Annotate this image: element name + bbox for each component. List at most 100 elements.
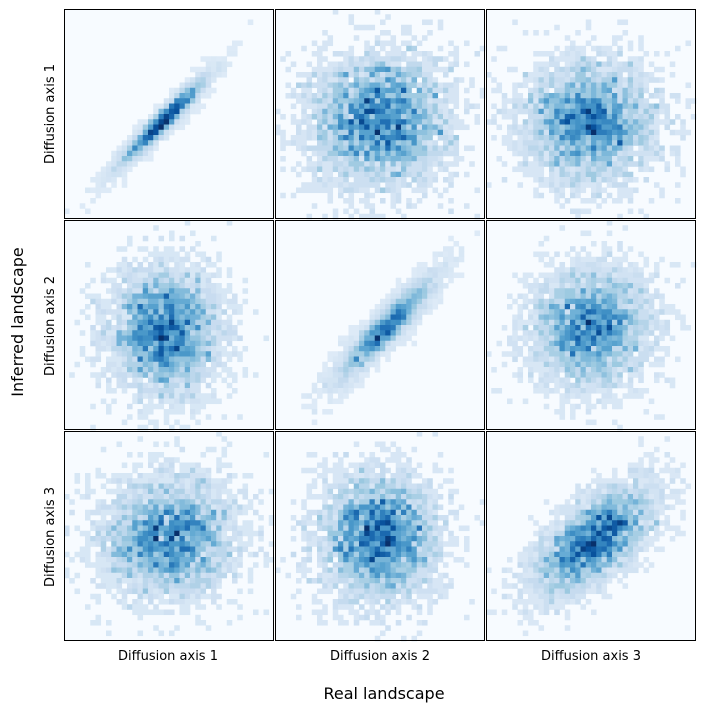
histogram-bin xyxy=(416,314,423,321)
histogram-bin xyxy=(570,45,576,52)
histogram-bin xyxy=(528,377,534,384)
histogram-bin xyxy=(106,277,112,284)
histogram-bin xyxy=(654,414,660,420)
histogram-bin xyxy=(359,382,365,389)
histogram-bin xyxy=(263,551,270,558)
histogram-bin xyxy=(179,361,186,368)
histogram-bin xyxy=(364,536,370,542)
histogram-bin xyxy=(296,171,302,178)
histogram-bin xyxy=(380,499,386,505)
histogram-bin xyxy=(538,82,545,89)
histogram-bin xyxy=(359,129,365,136)
histogram-bin xyxy=(416,277,423,284)
histogram-bin xyxy=(443,272,449,279)
histogram-bin xyxy=(422,98,428,104)
histogram-bin xyxy=(575,309,581,315)
histogram-bin xyxy=(137,414,144,420)
histogram-bin xyxy=(95,319,102,326)
histogram-bin xyxy=(501,108,508,115)
histogram-bin xyxy=(348,166,355,173)
histogram-bin xyxy=(559,72,566,78)
histogram-bin xyxy=(132,150,138,157)
histogram-bin xyxy=(211,335,217,342)
histogram-bin xyxy=(564,166,571,173)
histogram-bin xyxy=(190,367,196,373)
histogram-bin xyxy=(601,98,608,104)
histogram-bin xyxy=(174,562,180,568)
histogram-bin xyxy=(190,541,196,547)
histogram-bin xyxy=(432,536,439,542)
histogram-bin xyxy=(549,351,555,357)
histogram-bin xyxy=(158,593,165,600)
histogram-bin xyxy=(453,45,460,52)
histogram-bin xyxy=(596,388,602,394)
histogram-bin xyxy=(132,541,138,547)
histogram-bin xyxy=(142,356,149,363)
histogram-bin xyxy=(564,325,571,331)
histogram-bin xyxy=(648,325,655,331)
histogram-bin xyxy=(633,103,639,110)
histogram-bin xyxy=(184,93,191,99)
histogram-bin xyxy=(184,346,191,352)
histogram-bin xyxy=(195,288,201,294)
histogram-bin xyxy=(507,340,513,347)
histogram-bin xyxy=(570,93,576,99)
histogram-bin xyxy=(184,541,191,547)
histogram-bin xyxy=(226,220,233,226)
histogram-bin xyxy=(369,24,376,31)
histogram-bin xyxy=(232,335,238,342)
histogram-bin xyxy=(100,309,107,315)
histogram-bin xyxy=(179,525,186,532)
histogram-bin xyxy=(617,135,623,141)
histogram-bin xyxy=(232,45,238,52)
histogram-bin xyxy=(163,288,170,294)
histogram-bin xyxy=(517,166,524,173)
histogram-bin xyxy=(416,119,423,125)
histogram-bin xyxy=(179,272,186,279)
histogram-bin xyxy=(638,82,644,89)
histogram-bin xyxy=(612,393,618,399)
histogram-bin xyxy=(169,457,175,463)
histogram-bin xyxy=(575,272,581,279)
histogram-bin xyxy=(580,304,587,310)
histogram-bin xyxy=(432,129,439,136)
histogram-bin xyxy=(174,325,180,331)
histogram-bin xyxy=(174,298,180,305)
histogram-bin xyxy=(121,356,128,363)
histogram-bin xyxy=(200,56,207,62)
histogram-bin xyxy=(390,536,397,542)
histogram-bin xyxy=(564,272,571,279)
histogram-bin xyxy=(211,588,217,595)
histogram-bin xyxy=(416,283,423,289)
histogram-bin xyxy=(570,192,576,199)
histogram-bin xyxy=(374,504,381,511)
histogram-bin xyxy=(111,515,117,521)
histogram-bin xyxy=(216,56,222,62)
histogram-bin xyxy=(617,192,623,199)
histogram-bin xyxy=(443,267,449,273)
histogram-bin xyxy=(554,171,560,178)
histogram-bin xyxy=(385,156,391,162)
histogram-bin xyxy=(591,293,597,300)
histogram-bin xyxy=(458,272,465,279)
histogram-bin xyxy=(369,103,376,110)
histogram-bin xyxy=(169,108,175,115)
histogram-bin xyxy=(427,494,433,500)
histogram-bin xyxy=(601,124,608,131)
histogram-bin xyxy=(580,361,587,368)
histogram-bin xyxy=(627,267,634,273)
histogram-bin xyxy=(348,356,355,363)
histogram-bin xyxy=(622,82,629,89)
histogram-bin xyxy=(359,515,365,521)
histogram-bin xyxy=(95,551,102,558)
histogram-bin xyxy=(311,182,318,188)
histogram-bin xyxy=(564,293,571,300)
histogram-bin xyxy=(95,187,102,194)
histogram-bin xyxy=(153,557,159,563)
histogram-bin xyxy=(195,388,201,394)
histogram-bin xyxy=(95,335,102,342)
histogram-bin xyxy=(385,171,391,178)
histogram-bin xyxy=(332,452,339,458)
histogram-bin xyxy=(200,77,207,83)
histogram-bin xyxy=(612,288,618,294)
